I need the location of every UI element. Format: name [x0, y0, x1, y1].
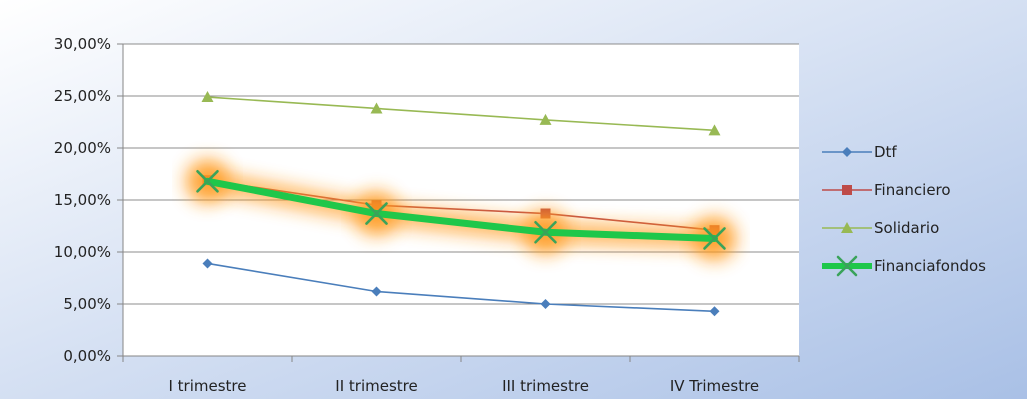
data-point-marker	[370, 102, 383, 114]
gridlines	[123, 43, 799, 305]
series-dtf	[202, 258, 720, 317]
y-axis-tick-labels: 0,00% 5,00% 10,00% 15,00% 20,00% 25,00% 30,00%	[54, 35, 111, 365]
legend-label: Financiero	[874, 181, 951, 199]
y-tick-label: 20,00%	[54, 139, 111, 157]
data-point-marker	[534, 220, 557, 244]
data-point-marker	[202, 258, 213, 269]
series-lines	[185, 91, 737, 317]
y-tick-label: 30,00%	[54, 35, 111, 53]
x-tick-label: I trimestre	[168, 377, 246, 395]
series-line	[206, 262, 716, 313]
legend: Dtf Financiero Solidario Financiafondos	[822, 143, 986, 277]
data-point-marker	[709, 306, 720, 317]
series-financiafondos	[185, 159, 737, 261]
x-tick-label: II trimestre	[335, 377, 417, 395]
data-point-marker	[842, 185, 852, 195]
x-tick-label: III trimestre	[502, 377, 589, 395]
y-tick-label: 10,00%	[54, 243, 111, 261]
legend-label: Dtf	[874, 143, 897, 161]
legend-item: Dtf	[822, 143, 897, 161]
y-tick-label: 25,00%	[54, 87, 111, 105]
series-solidario	[201, 91, 721, 136]
legend-item: Financiero	[822, 181, 951, 199]
data-point-marker	[365, 202, 388, 225]
data-point-marker	[708, 124, 721, 136]
y-tick-label: 5,00%	[63, 295, 111, 313]
y-tick-label: 15,00%	[54, 191, 111, 209]
data-point-marker	[836, 255, 858, 277]
data-point-marker	[201, 91, 214, 103]
data-point-marker	[842, 147, 852, 157]
legend-item: Financiafondos	[822, 255, 986, 277]
data-point-marker	[540, 299, 551, 309]
data-point-marker	[196, 169, 219, 193]
data-point-marker	[539, 113, 552, 125]
x-axis-tick-labels: I trimestre II trimestre III trimestre IV T…	[168, 377, 759, 395]
y-tick-label: 0,00%	[63, 347, 111, 365]
data-point-marker	[371, 286, 382, 297]
data-point-marker	[841, 222, 853, 233]
data-point-marker	[703, 227, 726, 250]
legend-label: Financiafondos	[874, 257, 986, 275]
series-line	[206, 96, 716, 132]
axes	[117, 43, 800, 362]
series-line	[204, 177, 718, 242]
legend-item: Solidario	[822, 219, 939, 237]
x-tick-label: IV Trimestre	[670, 377, 759, 395]
legend-label: Solidario	[874, 219, 939, 237]
